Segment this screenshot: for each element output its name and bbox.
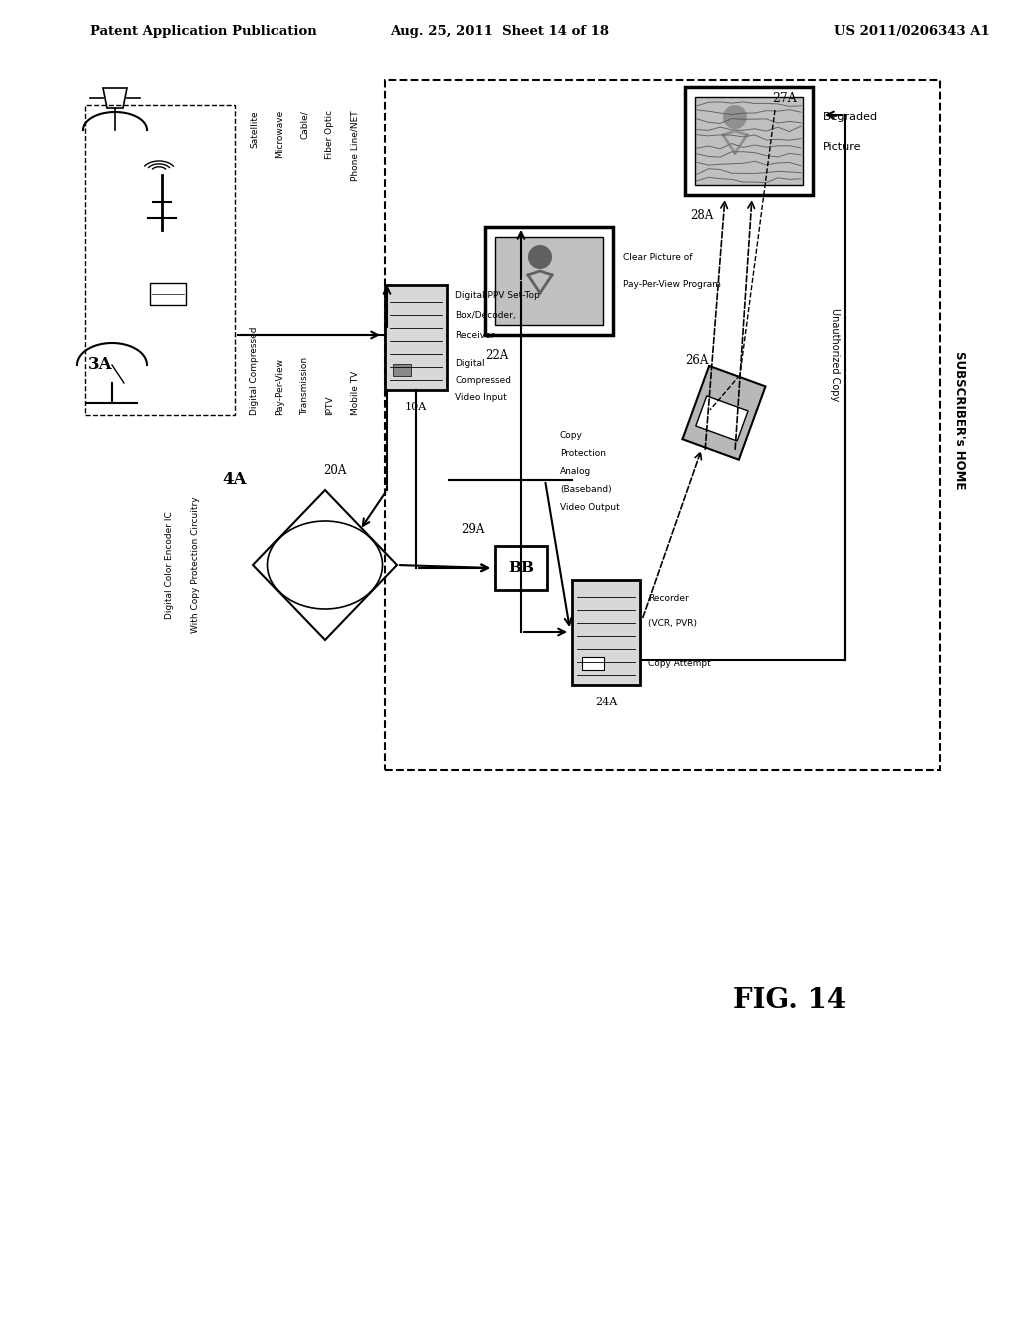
Text: 24A: 24A [595,697,617,708]
Text: Box/Decoder,: Box/Decoder, [455,312,516,319]
Text: 26A: 26A [685,354,709,367]
Text: Compressed: Compressed [455,376,511,385]
Text: 20A: 20A [324,463,347,477]
Text: Phone Line/NET: Phone Line/NET [350,110,359,181]
Text: Recorder: Recorder [648,594,689,603]
Text: Fiber Optic: Fiber Optic [326,110,335,160]
Text: Satellite: Satellite [251,110,259,148]
Text: Digital Color Encoder IC: Digital Color Encoder IC [166,511,174,619]
Circle shape [528,246,552,269]
Bar [495,546,547,590]
Text: (VCR, PVR): (VCR, PVR) [648,619,697,628]
Text: 4A: 4A [223,471,247,488]
Text: 3A: 3A [88,356,113,374]
Text: 29A: 29A [462,523,484,536]
Bar [685,87,813,195]
Bar [695,96,803,185]
Text: Protection: Protection [560,449,606,458]
Text: Microwave: Microwave [275,110,285,158]
Text: Digital PPV Set-Top: Digital PPV Set-Top [455,290,540,300]
Text: Receiver: Receiver [455,331,495,341]
Text: Unauthorized Copy: Unauthorized Copy [830,309,840,401]
Text: Analog: Analog [560,466,591,475]
Text: Degraded: Degraded [823,112,879,123]
Text: Picture: Picture [823,143,861,152]
Text: Aug. 25, 2011  Sheet 14 of 18: Aug. 25, 2011 Sheet 14 of 18 [390,25,609,38]
Text: Pay-Per-View: Pay-Per-View [275,358,285,414]
Text: US 2011/0206343 A1: US 2011/0206343 A1 [835,25,990,38]
Text: 10A: 10A [404,403,427,412]
Bar [582,657,604,671]
Circle shape [723,106,746,129]
Bar [485,227,613,335]
Text: Copy: Copy [560,430,583,440]
Bar [682,366,766,459]
Bar [695,396,749,441]
Bar [495,238,603,325]
Text: Mobile TV: Mobile TV [350,371,359,414]
Text: BB: BB [508,561,534,576]
Text: Cable/: Cable/ [300,110,309,139]
Bar [393,364,411,376]
Text: Transmission: Transmission [300,356,309,414]
Text: Digital Compressed: Digital Compressed [251,326,259,414]
Text: Pay-Per-View Program: Pay-Per-View Program [623,280,721,289]
Bar [572,579,640,685]
Text: Video Input: Video Input [455,393,507,403]
Text: 22A: 22A [485,348,508,362]
Text: 27A: 27A [772,91,797,104]
Text: SUBSCRIBER's HOME: SUBSCRIBER's HOME [953,351,967,490]
Bar [385,285,447,389]
Text: FIG. 14: FIG. 14 [733,986,847,1014]
Text: Digital: Digital [455,359,484,368]
Text: Copy Attempt: Copy Attempt [648,660,711,668]
Bar [150,282,186,305]
Text: Clear Picture of: Clear Picture of [623,252,692,261]
Text: (Baseband): (Baseband) [560,484,611,494]
Text: IPTV: IPTV [326,396,335,414]
Text: 28A: 28A [690,209,714,222]
Text: With Copy Protection Circuitry: With Copy Protection Circuitry [190,496,200,634]
Text: Patent Application Publication: Patent Application Publication [90,25,316,38]
Text: Video Output: Video Output [560,503,620,512]
